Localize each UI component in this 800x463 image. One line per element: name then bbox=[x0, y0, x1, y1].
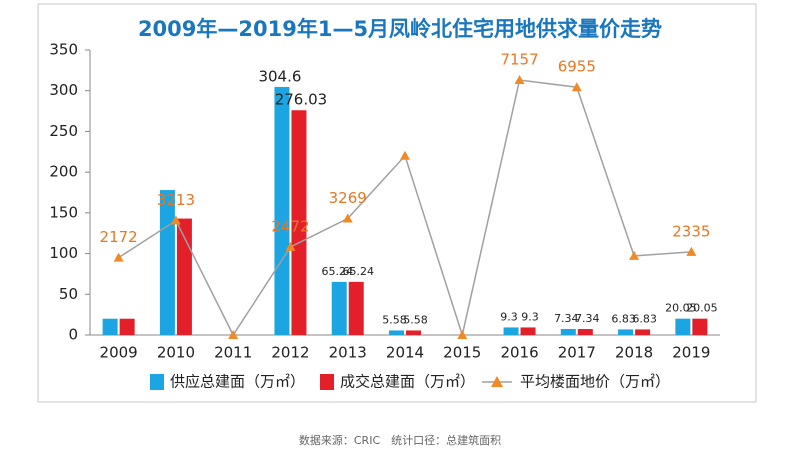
x-tick-label: 2014 bbox=[386, 344, 424, 362]
data-label: 65.24 bbox=[321, 265, 353, 278]
bar bbox=[635, 329, 651, 335]
data-label: 5.58 bbox=[382, 313, 407, 326]
chart-frame bbox=[37, 3, 757, 403]
legend-label: 成交总建面（万㎡） bbox=[340, 373, 475, 391]
data-label: 20.05 bbox=[686, 302, 718, 315]
data-label: 6955 bbox=[558, 58, 596, 76]
x-tick-label: 2017 bbox=[558, 344, 596, 362]
bar bbox=[560, 329, 576, 335]
line-marker bbox=[514, 75, 525, 85]
legend-marker bbox=[491, 376, 503, 387]
legend-swatch bbox=[320, 374, 334, 390]
line-marker bbox=[342, 213, 353, 223]
x-tick-label: 2011 bbox=[214, 344, 252, 362]
data-label: 9.3 bbox=[521, 310, 539, 323]
x-tick-label: 2016 bbox=[500, 344, 538, 362]
data-label: 20.05 bbox=[665, 302, 697, 315]
line-marker bbox=[285, 241, 296, 251]
legend-label: 平均楼面地价（万㎡） bbox=[520, 373, 670, 391]
line-marker bbox=[113, 252, 124, 262]
x-tick-label: 2012 bbox=[271, 344, 309, 362]
y-tick-label: 250 bbox=[49, 122, 78, 140]
bar bbox=[675, 318, 691, 335]
bar bbox=[692, 318, 708, 335]
x-tick-label: 2010 bbox=[157, 344, 195, 362]
bar bbox=[520, 327, 536, 335]
line-marker bbox=[457, 330, 468, 339]
data-label: 3269 bbox=[329, 189, 367, 207]
bar bbox=[159, 190, 175, 335]
x-tick-label: 2018 bbox=[615, 344, 653, 362]
line-marker bbox=[400, 150, 410, 160]
x-tick-label: 2009 bbox=[100, 344, 138, 362]
data-label: 7157 bbox=[500, 51, 538, 69]
bar bbox=[389, 330, 404, 335]
bar bbox=[331, 281, 347, 335]
data-label: 7.34 bbox=[575, 312, 600, 325]
legend-label: 供应总建面（万㎡） bbox=[170, 373, 305, 391]
legend-swatch bbox=[150, 374, 164, 390]
bar bbox=[102, 318, 118, 335]
y-tick-label: 50 bbox=[59, 285, 78, 303]
line-marker bbox=[170, 215, 181, 225]
bar bbox=[618, 329, 634, 335]
bar bbox=[274, 86, 290, 336]
y-tick-label: 150 bbox=[49, 203, 78, 221]
x-tick-label: 2019 bbox=[672, 344, 710, 362]
bar bbox=[577, 329, 593, 335]
data-label: 7.34 bbox=[554, 312, 579, 325]
bar bbox=[503, 327, 519, 335]
data-label: 65.24 bbox=[342, 265, 374, 278]
data-label: 6.83 bbox=[611, 312, 636, 325]
bar bbox=[119, 318, 135, 335]
y-tick-label: 100 bbox=[49, 244, 78, 262]
chart-title: 2009年—2019年1—5月凤岭北住宅用地供求量价走势 bbox=[138, 17, 662, 41]
line-marker bbox=[571, 82, 582, 92]
line-marker bbox=[629, 250, 640, 260]
data-label: 276.03 bbox=[275, 91, 328, 109]
bar bbox=[176, 218, 192, 335]
data-label: 2335 bbox=[672, 222, 710, 240]
y-tick-label: 200 bbox=[49, 163, 78, 181]
y-tick-label: 350 bbox=[49, 41, 78, 59]
x-tick-label: 2013 bbox=[329, 344, 367, 362]
line-series bbox=[118, 79, 692, 338]
y-tick-label: 0 bbox=[68, 326, 78, 344]
source-note: 数据来源：CRIC 统计口径：总建筑面积 bbox=[299, 433, 501, 447]
data-label: 304.6 bbox=[258, 67, 301, 85]
data-label: 9.3 bbox=[500, 310, 518, 323]
line-marker bbox=[228, 330, 239, 339]
bar bbox=[348, 281, 364, 335]
data-label: 5.58 bbox=[403, 313, 428, 326]
data-label: 3213 bbox=[157, 191, 195, 209]
data-label: 2472 bbox=[271, 217, 309, 235]
y-tick-label: 300 bbox=[49, 81, 78, 99]
data-label: 6.83 bbox=[632, 312, 657, 325]
bar bbox=[406, 330, 421, 335]
data-label: 2172 bbox=[100, 228, 138, 246]
line-marker bbox=[686, 246, 697, 256]
x-tick-label: 2015 bbox=[443, 344, 481, 362]
bar bbox=[291, 110, 307, 335]
